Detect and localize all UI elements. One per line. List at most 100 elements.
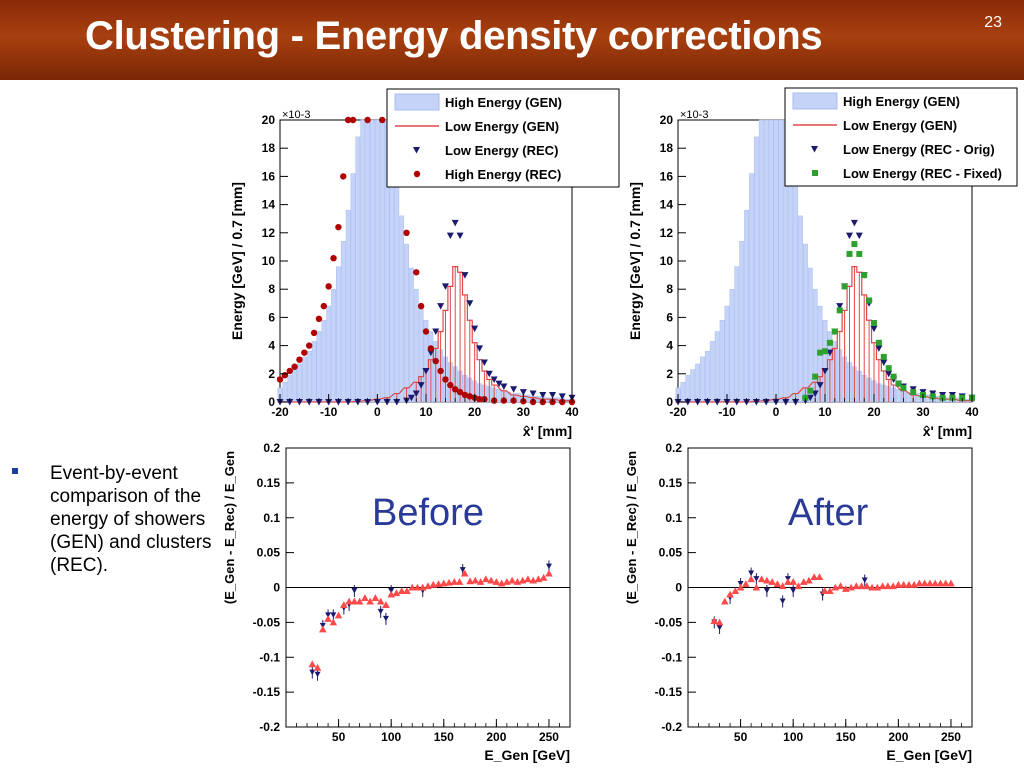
- gen-high-bar: [685, 374, 691, 403]
- low-energy-rec-point: [393, 399, 401, 406]
- ratio-red-point: [778, 582, 787, 590]
- ratio-red-point: [736, 583, 745, 591]
- ratio-red-point: [789, 578, 797, 585]
- y-tick-label: 4: [666, 339, 673, 353]
- high-energy-rec-point: [403, 229, 410, 236]
- low-energy-rec-orig-point: [752, 399, 760, 406]
- gen-high-bar: [340, 241, 346, 403]
- x-tick-label: 50: [734, 730, 748, 744]
- ratio-red-point: [408, 583, 417, 591]
- ratio-red-point: [894, 580, 903, 588]
- x-tick-label: 30: [517, 405, 531, 419]
- legend-label: Low Energy (GEN): [445, 119, 559, 134]
- y-axis-label: Energy [GeV] / 0.7 [mm]: [229, 182, 245, 340]
- low-energy-rec-orig-point: [792, 399, 800, 406]
- y-tick-label: 8: [268, 282, 275, 296]
- low-energy-rec-point: [456, 232, 464, 240]
- x-tick-label: 150: [434, 730, 454, 744]
- gen-high-bar: [695, 363, 701, 403]
- ratio-red-point: [524, 575, 532, 583]
- gen-high-bar: [287, 374, 293, 403]
- low-energy-rec-fixed-point: [929, 393, 936, 400]
- low-energy-rec-orig-point: [836, 303, 844, 310]
- ratio-red-point: [878, 582, 887, 590]
- ratio-red-point: [715, 618, 724, 626]
- ratio-red-point: [439, 579, 448, 587]
- y-tick-label: 4: [268, 339, 275, 353]
- low-energy-rec-point: [485, 370, 493, 378]
- bullet-text: Event-by-event comparison of the energy …: [50, 463, 212, 576]
- ratio-red-point: [487, 576, 495, 584]
- x-tick-label: 200: [486, 730, 506, 744]
- low-energy-rec-orig-point: [713, 399, 721, 406]
- low-energy-rec-orig-point: [762, 399, 770, 406]
- ratio-red-point: [345, 597, 353, 605]
- gen-high-bar: [773, 119, 779, 403]
- x-tick-label: 20: [468, 405, 482, 419]
- legend-swatch-rec-low: [413, 147, 420, 154]
- after-label: After: [788, 492, 869, 534]
- low-energy-rec-point: [461, 272, 469, 279]
- gen-high-bar: [326, 305, 332, 403]
- low-energy-rec-orig-point: [870, 325, 878, 333]
- low-energy-rec-orig-point: [733, 399, 741, 406]
- low-energy-rec-orig-point: [684, 399, 692, 406]
- ratio-red-point: [742, 580, 750, 588]
- ratio-red-point: [899, 580, 908, 588]
- ratio-red-point: [836, 582, 845, 590]
- x-tick-label: 0: [773, 405, 780, 419]
- low-energy-rec-point: [549, 391, 557, 399]
- ratio-blue-point: [779, 598, 786, 604]
- y-tick-label: 18: [262, 141, 276, 155]
- low-energy-rec-point: [383, 399, 391, 406]
- y-tick-label: 0.2: [263, 441, 280, 455]
- ratio-red-point: [366, 597, 374, 605]
- y-tick-label: 12: [262, 226, 276, 240]
- low-energy-rec-point: [373, 399, 381, 406]
- y-tick-label: 8: [666, 282, 673, 296]
- legend-swatch-gen-high: [394, 93, 440, 111]
- ratio-red-point: [731, 587, 740, 594]
- high-energy-rec-point: [379, 116, 386, 124]
- high-energy-rec-point: [325, 283, 332, 290]
- legend-label: Low Energy (REC - Fixed): [843, 166, 1002, 181]
- ratio-red-point: [721, 597, 729, 605]
- low-energy-rec-fixed-point: [939, 394, 946, 401]
- high-energy-rec-point: [291, 363, 298, 370]
- high-energy-rec-point: [427, 345, 435, 352]
- low-energy-rec-point: [432, 328, 440, 335]
- x-tick-label: 30: [916, 405, 930, 419]
- y-tick-label: 16: [262, 169, 276, 183]
- high-energy-rec-point: [286, 367, 293, 375]
- low-energy-rec-fixed-point: [851, 241, 858, 248]
- ratio-red-point: [941, 579, 950, 587]
- x-tick-label: 200: [888, 730, 908, 744]
- ratio-red-point: [340, 601, 348, 608]
- ratio-red-point: [361, 594, 369, 601]
- gen-high-bar: [724, 305, 730, 403]
- ratio-red-point: [350, 597, 359, 605]
- ratio-blue-point: [748, 570, 755, 577]
- y-axis-label: (E_Gen - E_Rec) / E_Gen: [624, 451, 639, 604]
- low-energy-rec-point: [466, 300, 474, 307]
- y-exponent-label: ×10-3: [680, 109, 708, 121]
- ratio-red-point: [334, 611, 343, 619]
- low-energy-rec-fixed-point: [831, 328, 838, 335]
- low-energy-rec-orig-point: [846, 232, 853, 240]
- gen-high-bar: [758, 119, 764, 403]
- low-energy-rec-fixed-point: [802, 394, 809, 401]
- slide-title: Clustering - Energy density corrections: [85, 14, 823, 58]
- low-energy-rec-orig-point: [855, 232, 863, 240]
- ratio-red-point: [429, 580, 438, 588]
- high-energy-rec-point: [340, 173, 347, 180]
- ratio-red-point: [757, 575, 766, 583]
- low-energy-rec-point: [476, 345, 484, 352]
- low-energy-rec-orig-point: [880, 359, 888, 367]
- low-energy-rec-point: [407, 394, 415, 402]
- high-energy-rec-point: [476, 395, 483, 403]
- high-energy-rec-point: [364, 116, 371, 124]
- gen-high-bar: [896, 389, 901, 403]
- gen-high-bar: [690, 369, 696, 403]
- y-tick-label: -0.15: [655, 685, 683, 699]
- low-energy-rec-orig-point: [694, 399, 702, 406]
